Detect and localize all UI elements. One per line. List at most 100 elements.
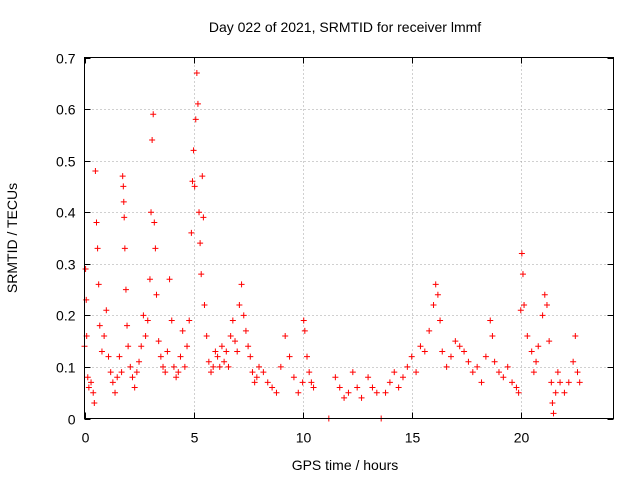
data-point-marker — [124, 322, 131, 329]
data-point-marker — [300, 317, 307, 324]
data-point-marker — [131, 384, 138, 391]
data-point-marker — [530, 369, 537, 376]
data-point-marker — [539, 312, 546, 319]
y-axis-title: SRMTID / TECUs — [4, 183, 20, 293]
data-point-marker — [175, 369, 182, 376]
data-point-marker — [216, 363, 223, 370]
data-point-marker — [88, 379, 95, 386]
data-point-marker — [125, 343, 132, 350]
data-point-marker — [519, 271, 526, 278]
data-point-marker — [439, 348, 446, 355]
data-point-marker — [509, 379, 516, 386]
data-point-marker — [210, 363, 217, 370]
data-point-marker — [116, 353, 123, 360]
data-point-marker — [120, 183, 127, 190]
data-point-marker — [482, 353, 489, 360]
data-point-marker — [513, 384, 520, 391]
data-point-marker — [82, 265, 89, 272]
data-point-marker — [200, 214, 207, 221]
data-point-marker — [260, 369, 267, 376]
data-point-marker — [249, 369, 256, 376]
x-tick-label: 5 — [191, 430, 199, 446]
data-point-marker — [487, 317, 494, 324]
data-point-marker — [120, 198, 127, 205]
data-point-marker — [277, 363, 284, 370]
data-point-marker — [223, 348, 230, 355]
data-point-marker — [218, 343, 225, 350]
data-point-marker — [157, 353, 164, 360]
data-point-marker — [349, 369, 356, 376]
x-tick-labels: 0 5 10 15 20 — [82, 430, 530, 446]
data-point-marker — [521, 302, 528, 309]
data-point-marker — [214, 353, 221, 360]
data-point-marker — [227, 332, 234, 339]
data-point-marker — [184, 343, 191, 350]
data-point-marker — [151, 219, 158, 226]
data-point-marker — [118, 369, 125, 376]
data-point-marker — [310, 384, 317, 391]
data-point-marker — [181, 363, 188, 370]
data-point-marker — [84, 374, 91, 381]
data-point-marker — [546, 338, 553, 345]
data-point-marker — [236, 302, 243, 309]
data-point-marker — [188, 229, 195, 236]
data-point-marker — [515, 389, 522, 396]
data-point-marker — [136, 358, 143, 365]
data-point-marker — [386, 379, 393, 386]
data-point-marker — [548, 379, 555, 386]
x-tick-label: 10 — [296, 430, 312, 446]
data-point-marker — [203, 332, 210, 339]
data-point-marker — [194, 100, 201, 107]
data-point-marker — [173, 374, 180, 381]
y-tick-label: 0 — [68, 412, 76, 428]
data-point-marker — [98, 348, 105, 355]
data-point-marker — [336, 384, 343, 391]
data-point-marker — [212, 348, 219, 355]
data-point-marker — [155, 338, 162, 345]
data-point-marker — [301, 327, 308, 334]
data-point-marker — [129, 374, 136, 381]
data-point-marker — [286, 353, 293, 360]
chart-title: Day 022 of 2021, SRMTID for receiver lmm… — [209, 19, 481, 35]
x-axis-title: GPS time / hours — [292, 457, 399, 473]
data-point-marker — [528, 348, 535, 355]
data-point-marker — [557, 379, 564, 386]
data-point-marker — [168, 317, 175, 324]
data-point-marker — [232, 338, 239, 345]
data-point-marker — [94, 245, 101, 252]
data-point-marker — [500, 374, 507, 381]
data-point-marker — [193, 69, 200, 76]
data-point-marker — [299, 379, 306, 386]
data-point-marker — [95, 281, 102, 288]
data-point-marker — [561, 389, 568, 396]
data-point-marker — [85, 384, 92, 391]
data-point-marker — [541, 291, 548, 298]
data-point-marker — [373, 389, 380, 396]
data-point-marker — [345, 389, 352, 396]
data-point-marker — [430, 302, 437, 309]
data-point-marker — [242, 327, 249, 334]
data-point-marker — [491, 358, 498, 365]
data-point-marker — [112, 389, 119, 396]
data-point-marker — [447, 353, 454, 360]
y-tick-label: 0.2 — [56, 308, 76, 324]
data-point-marker — [413, 369, 420, 376]
data-point-marker — [238, 281, 245, 288]
data-point-marker — [554, 369, 561, 376]
data-point-marker — [93, 219, 100, 226]
data-point-marker — [142, 332, 149, 339]
data-point-marker — [264, 379, 271, 386]
data-point-marker — [152, 245, 159, 252]
data-point-marker — [304, 353, 311, 360]
data-point-marker — [391, 369, 398, 376]
data-point-marker — [469, 369, 476, 376]
data-point-marker — [160, 363, 167, 370]
y-tick-label: 0.3 — [56, 257, 76, 273]
data-point-marker — [170, 363, 177, 370]
data-point-marker — [144, 317, 151, 324]
data-point-marker — [273, 389, 280, 396]
data-point-marker — [474, 363, 481, 370]
data-point-marker — [122, 286, 129, 293]
data-point-marker — [432, 281, 439, 288]
data-point-marker — [140, 312, 147, 319]
